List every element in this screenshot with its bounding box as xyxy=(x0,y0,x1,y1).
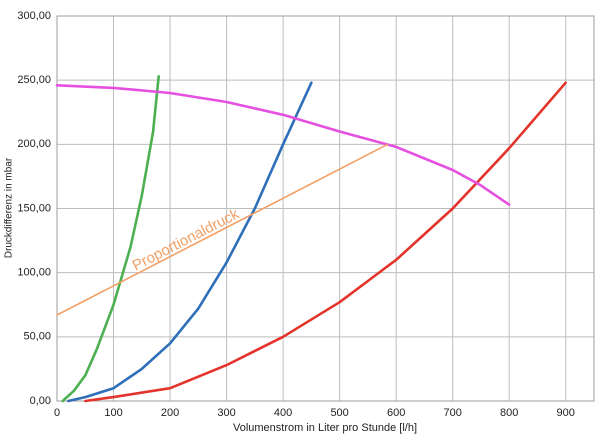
plot-frame xyxy=(56,15,595,402)
x-tick-label: 600 xyxy=(387,407,405,419)
y-tick-label: 300,00 xyxy=(17,10,51,22)
y-tick-label: 100,00 xyxy=(17,267,51,279)
x-tick-label: 700 xyxy=(444,407,462,419)
series-line xyxy=(55,84,511,206)
series-line xyxy=(84,81,567,403)
y-tick-label: 200,00 xyxy=(17,138,51,150)
x-tick-label: 800 xyxy=(500,407,518,419)
x-tick-label: 400 xyxy=(274,407,292,419)
x-tick-label: 0 xyxy=(54,407,60,419)
x-tick-label: 100 xyxy=(104,407,122,419)
x-axis-label: Volumenstrom in Liter pro Stunde [l/h] xyxy=(233,422,417,434)
y-axis-label: Druckdifferenz in mbar xyxy=(4,157,15,258)
series-line xyxy=(56,143,389,316)
y-tick-label: 250,00 xyxy=(17,74,51,86)
x-tick-label: 900 xyxy=(557,407,575,419)
series-line xyxy=(67,81,313,403)
y-tick-label: 50,00 xyxy=(23,331,51,343)
y-tick-label: 150,00 xyxy=(17,202,51,214)
x-tick-label: 500 xyxy=(330,407,348,419)
series-line xyxy=(61,75,160,403)
y-tick-label: 0,00 xyxy=(30,395,51,407)
x-tick-label: 200 xyxy=(161,407,179,419)
x-tick-label: 300 xyxy=(217,407,235,419)
